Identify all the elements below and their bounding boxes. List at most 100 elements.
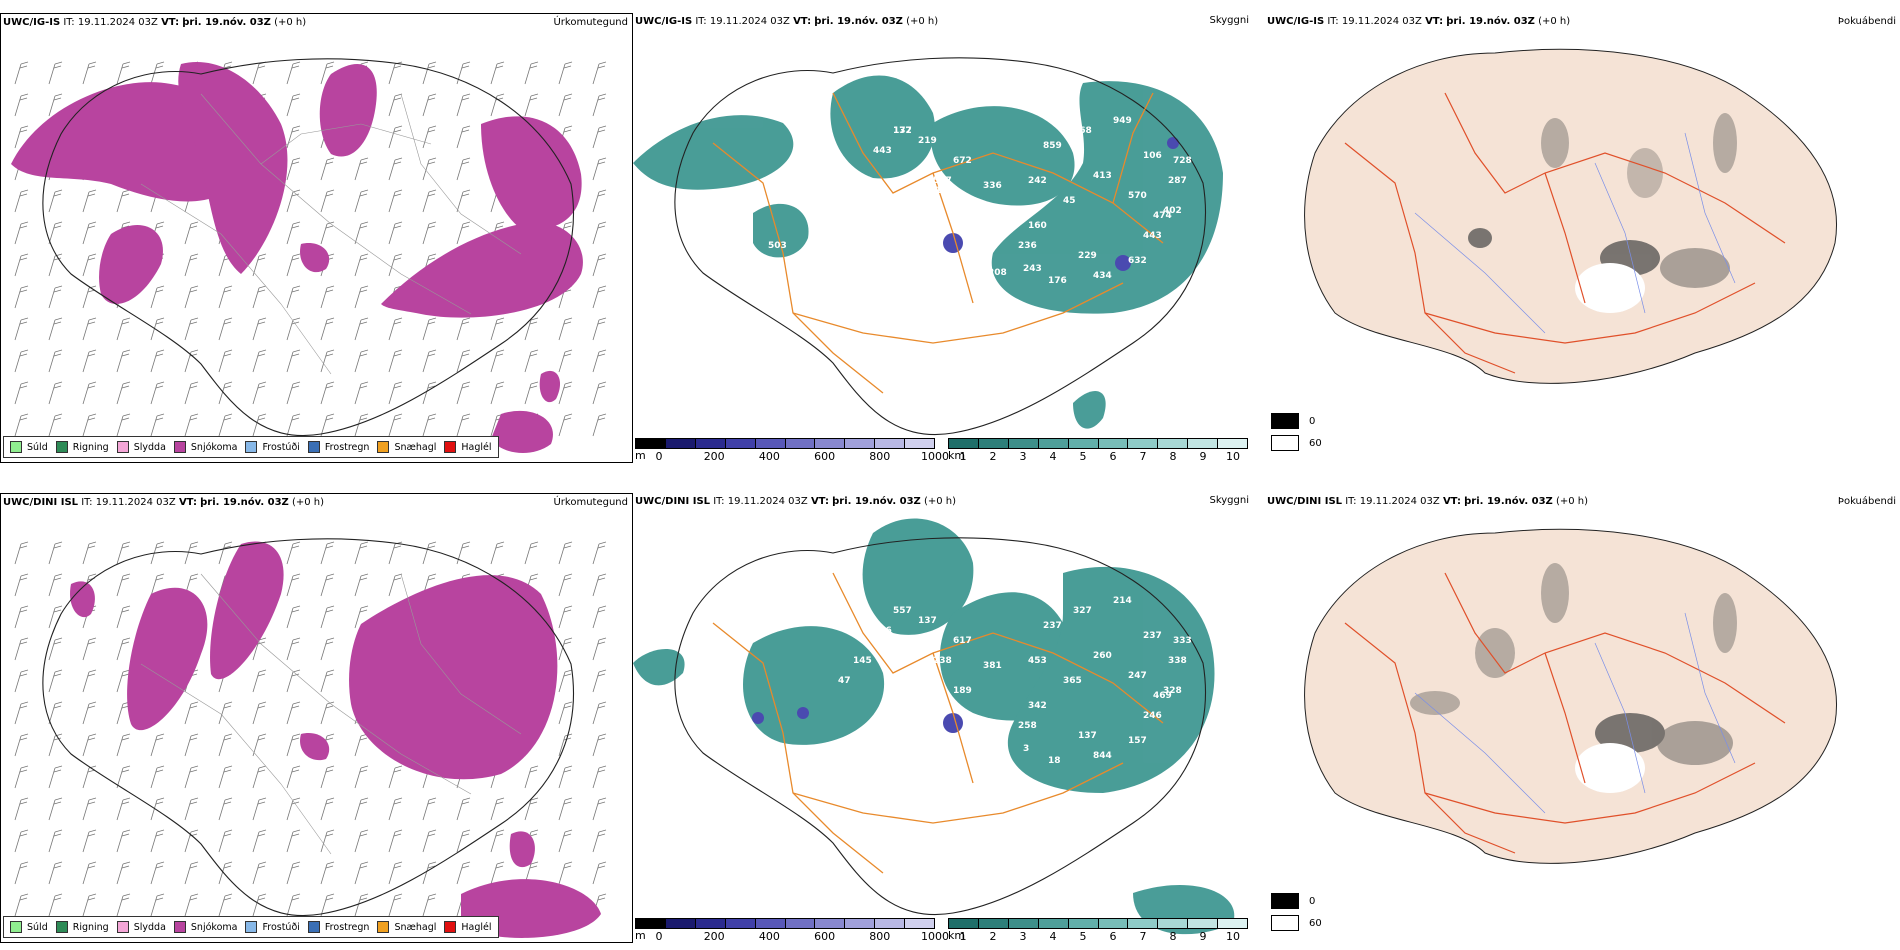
wind-barb <box>354 541 369 565</box>
wind-barb <box>422 93 437 117</box>
wind-barb <box>116 765 131 789</box>
wind-barb <box>286 733 301 757</box>
cbar-cell <box>875 919 906 928</box>
wind-barb <box>558 381 573 405</box>
wind-barb <box>490 93 505 117</box>
wind-barb <box>456 349 471 373</box>
wind-barb <box>252 381 267 405</box>
wind-barb <box>354 349 369 373</box>
cbar-tick: 2 <box>989 930 997 943</box>
wind-barb <box>218 349 233 373</box>
fog-map <box>1304 528 1837 864</box>
cloud-base-label: 443 <box>1143 231 1162 241</box>
legend-swatch <box>173 921 186 933</box>
cbar-cell <box>1218 439 1248 448</box>
cbar-cell <box>1038 439 1069 448</box>
wind-barb <box>252 765 267 789</box>
wind-barb <box>82 669 97 693</box>
wind-barb <box>388 157 403 181</box>
wind-barb <box>388 189 403 213</box>
wind-barb <box>252 349 267 373</box>
cloud-base-label: 949 <box>1113 116 1132 126</box>
wind-barb <box>456 61 471 85</box>
wind-barb <box>218 413 233 437</box>
wind-barb <box>48 797 63 821</box>
wind-barb <box>354 861 369 885</box>
wind-barb <box>116 733 131 757</box>
wind-barb <box>558 861 573 885</box>
legend-label: Rigning <box>72 921 109 933</box>
wind-barb <box>592 541 607 565</box>
cloud-base-label: 145 <box>853 656 872 666</box>
wind-barb <box>82 381 97 405</box>
cloud-base-label: 368 <box>1073 126 1092 136</box>
cbar-cell <box>815 919 846 928</box>
wind-barb <box>490 541 505 565</box>
wind-barb <box>388 893 403 917</box>
panel-header: UWC/IG-IS IT: 19.11.2024 03Z VT: þri. 19… <box>3 17 307 28</box>
wind-barb <box>422 349 437 373</box>
wind-barb <box>558 605 573 629</box>
wind-barb <box>218 701 233 725</box>
wind-barb <box>592 829 607 853</box>
wind-barb <box>286 189 301 213</box>
wind-barb <box>48 413 63 437</box>
wind-barb <box>592 733 607 757</box>
cbar-cell <box>1038 919 1069 928</box>
wind-barb <box>592 253 607 277</box>
wind-barb <box>422 861 437 885</box>
wind-barb <box>490 381 505 405</box>
cbar-tick: 10 <box>1226 930 1240 943</box>
wind-barb <box>354 605 369 629</box>
wind-barb <box>150 733 165 757</box>
cloud-base-label: 176 <box>1048 276 1067 286</box>
precip-map <box>11 58 607 454</box>
wind-barb <box>82 861 97 885</box>
cbar-tick: 7 <box>1139 930 1147 943</box>
cbar-cell <box>1158 919 1189 928</box>
wind-barb <box>320 701 335 725</box>
wind-barb <box>388 381 403 405</box>
legend-label: Slydda <box>133 441 166 453</box>
wind-barb <box>422 829 437 853</box>
cloud-base-label: 443 <box>873 146 892 156</box>
wind-barb <box>286 317 301 341</box>
wind-barb <box>558 573 573 597</box>
wind-barb <box>184 381 199 405</box>
cloud-base-label: 434 <box>1093 271 1112 281</box>
cloud-base-label: 30 <box>923 666 936 676</box>
wind-barb <box>286 349 301 373</box>
cbar-tick: 0 <box>655 450 663 463</box>
fog-legend-swatch <box>1271 435 1299 451</box>
wind-barb <box>48 701 63 725</box>
legend-item: Snæhagl <box>377 921 436 933</box>
cloud-panel-row2: UWC/DINI ISL IT: 19.11.2024 03Z VT: þri.… <box>633 493 1269 943</box>
wind-barb <box>82 349 97 373</box>
panel-header: UWC/IG-IS IT: 19.11.2024 03Z VT: þri. 19… <box>635 16 939 27</box>
wind-barb <box>252 253 267 277</box>
cloud-base-label: 402 <box>1163 206 1182 216</box>
cloud-base-label: 557 <box>893 606 912 616</box>
wind-barb <box>14 829 29 853</box>
wind-barb <box>320 669 335 693</box>
wind-barb <box>286 285 301 309</box>
wind-barb <box>320 573 335 597</box>
wind-barb <box>116 317 131 341</box>
cbar-cell <box>636 919 666 928</box>
precip-legend: Súld Rigning Slydda Snjókoma Frostúði Frostre… <box>3 436 499 458</box>
wind-barb <box>592 669 607 693</box>
wind-barb <box>558 541 573 565</box>
cloud-base-label: 413 <box>1093 171 1112 181</box>
cbar-cell <box>755 919 786 928</box>
wind-barb <box>354 733 369 757</box>
cbar-cell <box>905 439 935 448</box>
cloud-base-label: 327 <box>1073 606 1092 616</box>
wind-barb <box>320 189 335 213</box>
wind-barb <box>286 541 301 565</box>
wind-barb <box>48 893 63 917</box>
wind-barb <box>184 861 199 885</box>
fog-legend-row: 0 <box>1271 893 1322 909</box>
wind-barb <box>592 61 607 85</box>
panel-header: UWC/DINI ISL IT: 19.11.2024 03Z VT: þri.… <box>3 497 325 508</box>
